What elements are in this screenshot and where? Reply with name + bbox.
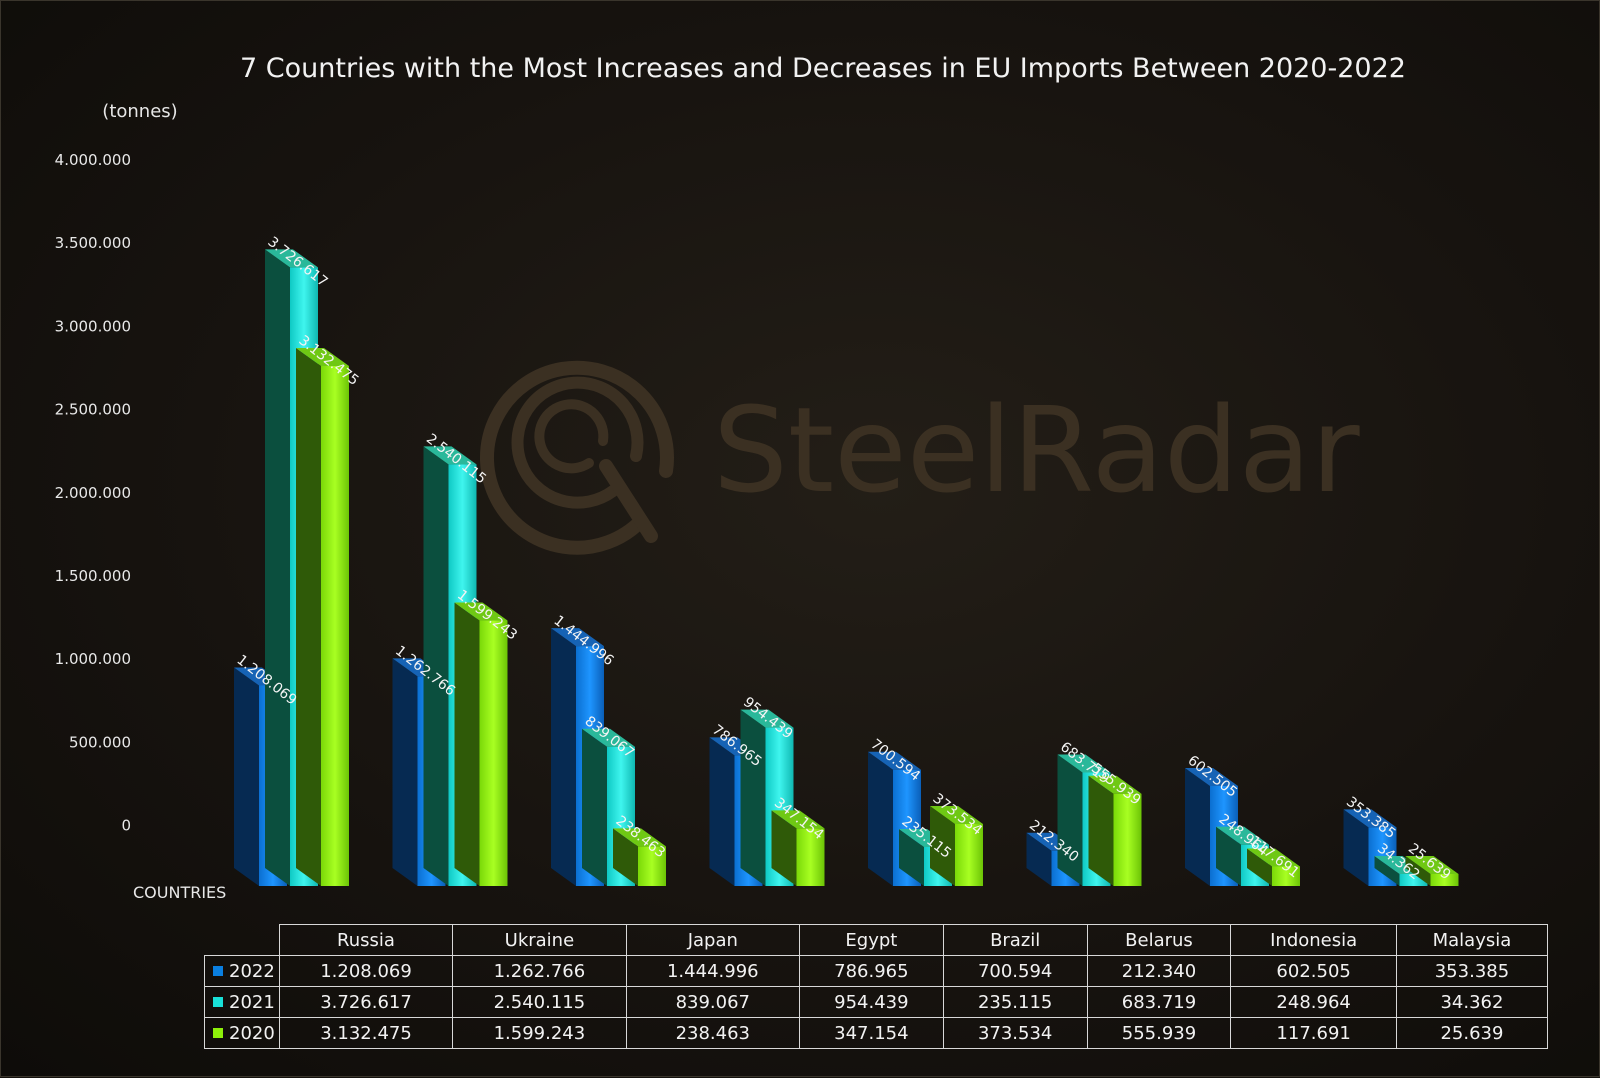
table-cell: 117.691 bbox=[1230, 1017, 1397, 1049]
legend-entry: 2021 bbox=[204, 986, 280, 1018]
table-cell: 954.439 bbox=[798, 986, 944, 1018]
bar-russia-2020 bbox=[296, 348, 349, 886]
y-tick-label: 500.000 bbox=[69, 733, 131, 751]
table-cell: 3.726.617 bbox=[278, 986, 454, 1018]
radar-logo-icon bbox=[479, 360, 674, 555]
table-cell: 347.154 bbox=[798, 1017, 944, 1049]
table-row: 2020 3.132.475 1.599.243 238.463 347.154 373.… bbox=[204, 1017, 1549, 1049]
legend-label: 2022 bbox=[229, 960, 275, 982]
bar-indonesia-2020 bbox=[1247, 848, 1300, 886]
legend-swatch bbox=[213, 1027, 223, 1038]
table-cell: 212.340 bbox=[1086, 955, 1232, 987]
table-cell: 34.362 bbox=[1395, 986, 1549, 1018]
table-body: 2022 1.208.069 1.262.766 1.444.996 786.965 70… bbox=[204, 955, 1549, 1049]
y-axis-ticks: 4.000.000 3.500.000 3.000.000 2.500.000 2.00… bbox=[55, 151, 131, 835]
legend-label: 2020 bbox=[229, 1022, 275, 1044]
bar-japan-2020 bbox=[613, 828, 666, 886]
y-tick-label: 3.500.000 bbox=[55, 234, 131, 252]
y-tick-label: 1.500.000 bbox=[55, 567, 131, 585]
bar-malaysia-2020 bbox=[1405, 856, 1459, 886]
table-cell: 2.540.115 bbox=[452, 986, 627, 1018]
legend-swatch bbox=[213, 965, 223, 976]
table-cell: 555.939 bbox=[1086, 1017, 1232, 1049]
table-column-header: Egypt bbox=[798, 924, 944, 956]
legend-swatch bbox=[213, 996, 223, 1007]
bar-egypt-2020 bbox=[771, 810, 825, 886]
y-tick-label: 2.500.000 bbox=[55, 401, 131, 419]
bar-ukraine-2020 bbox=[454, 602, 508, 886]
x-axis-label: COUNTRIES bbox=[133, 883, 226, 902]
y-tick-label: 0 bbox=[121, 817, 131, 835]
table-column-header: Belarus bbox=[1086, 924, 1232, 956]
table-cell: 700.594 bbox=[942, 955, 1088, 987]
table-cell: 786.965 bbox=[798, 955, 944, 987]
y-tick-label: 2.000.000 bbox=[55, 484, 131, 502]
table-column-header: Japan bbox=[625, 924, 800, 956]
y-axis-unit-label: (tonnes) bbox=[102, 101, 177, 122]
table-cell: 248.964 bbox=[1230, 986, 1397, 1018]
table-column-header: Ukraine bbox=[452, 924, 627, 956]
table-cell: 25.639 bbox=[1395, 1017, 1549, 1049]
watermark: SteelRadar bbox=[479, 360, 1360, 555]
y-tick-label: 1.000.000 bbox=[55, 650, 131, 668]
legend-entry: 2022 bbox=[204, 955, 280, 987]
data-table: Russia Ukraine Japan Egypt Brazil Belarus Indo… bbox=[204, 924, 1549, 1049]
table-cell: 373.534 bbox=[942, 1017, 1088, 1049]
table-cell: 839.067 bbox=[625, 986, 800, 1018]
table-row: 2021 3.726.617 2.540.115 839.067 954.439 235.… bbox=[204, 986, 1549, 1018]
legend-entry: 2020 bbox=[204, 1017, 280, 1049]
table-cell: 1.444.996 bbox=[625, 955, 800, 987]
table-cell: 683.719 bbox=[1086, 986, 1232, 1018]
table-cell: 238.463 bbox=[625, 1017, 800, 1049]
table-header-row: Russia Ukraine Japan Egypt Brazil Belarus Indo… bbox=[204, 924, 1549, 956]
bar-belarus-2020 bbox=[1088, 775, 1142, 886]
table-column-header: Brazil bbox=[942, 924, 1088, 956]
y-tick-label: 3.000.000 bbox=[55, 317, 131, 335]
table-corner bbox=[204, 924, 280, 956]
table-row: 2022 1.208.069 1.262.766 1.444.996 786.965 70… bbox=[204, 955, 1549, 987]
table-cell: 353.385 bbox=[1395, 955, 1549, 987]
y-tick-label: 4.000.000 bbox=[55, 151, 131, 169]
table-cell: 1.262.766 bbox=[452, 955, 627, 987]
table-column-header: Russia bbox=[278, 924, 454, 956]
legend-label: 2021 bbox=[229, 991, 275, 1013]
watermark-text: SteelRadar bbox=[713, 381, 1360, 519]
bars bbox=[234, 249, 1459, 886]
table-cell: 235.115 bbox=[942, 986, 1088, 1018]
table-cell: 1.208.069 bbox=[278, 955, 454, 987]
chart-title: 7 Countries with the Most Increases and … bbox=[240, 53, 1406, 84]
table-cell: 602.505 bbox=[1230, 955, 1397, 987]
table-column-header: Malaysia bbox=[1395, 924, 1549, 956]
bar-brazil-2020 bbox=[930, 805, 983, 886]
table-column-header: Indonesia bbox=[1230, 924, 1397, 956]
table-cell: 3.132.475 bbox=[278, 1017, 454, 1049]
table-cell: 1.599.243 bbox=[452, 1017, 627, 1049]
